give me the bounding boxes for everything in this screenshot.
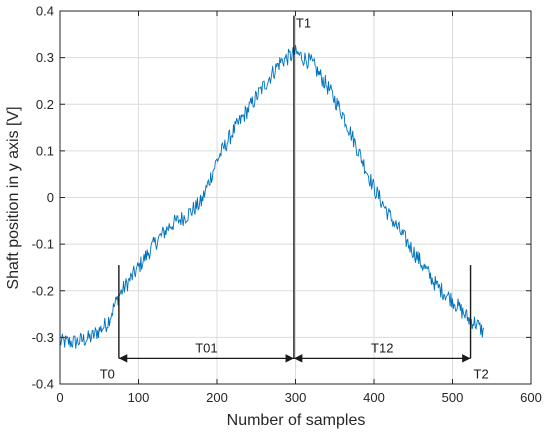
x-tick-label: 400 xyxy=(363,390,385,405)
interval-label-t12: T12 xyxy=(371,340,393,355)
y-tick-label: 0.3 xyxy=(36,50,54,65)
interval-label-t01: T01 xyxy=(195,340,217,355)
y-tick-label: -0.4 xyxy=(32,377,54,392)
y-tick-label: 0.2 xyxy=(36,97,54,112)
x-axis-label: Number of samples xyxy=(227,412,366,429)
y-tick-label: 0 xyxy=(47,190,54,205)
markers: T01 T12 T0 T1 T2 xyxy=(100,15,489,381)
signal-line xyxy=(59,44,485,349)
x-tick-label: 600 xyxy=(520,390,542,405)
grid xyxy=(59,10,532,385)
marker-label-t0: T0 xyxy=(100,366,115,381)
y-tick-label: 0.4 xyxy=(36,4,54,19)
y-tick-label: -0.3 xyxy=(32,330,54,345)
x-tick-label: 200 xyxy=(206,390,228,405)
ticks: 0 100 200 300 400 500 600 -0.4 -0.3 -0.2 -0.1 0 0.1 0… xyxy=(32,4,542,406)
y-tick-label: -0.1 xyxy=(32,237,54,252)
x-tick-label: 500 xyxy=(442,390,464,405)
series xyxy=(59,44,485,349)
marker-label-t1: T1 xyxy=(296,16,311,31)
y-tick-label: -0.2 xyxy=(32,283,54,298)
x-tick-label: 300 xyxy=(285,390,307,405)
y-tick-label: 0.1 xyxy=(36,143,54,158)
y-axis-label: Shaft position in y axis [V] xyxy=(5,106,22,289)
marker-label-t2: T2 xyxy=(474,366,489,381)
x-tick-label: 100 xyxy=(128,390,150,405)
x-tick-label: 0 xyxy=(56,390,63,405)
